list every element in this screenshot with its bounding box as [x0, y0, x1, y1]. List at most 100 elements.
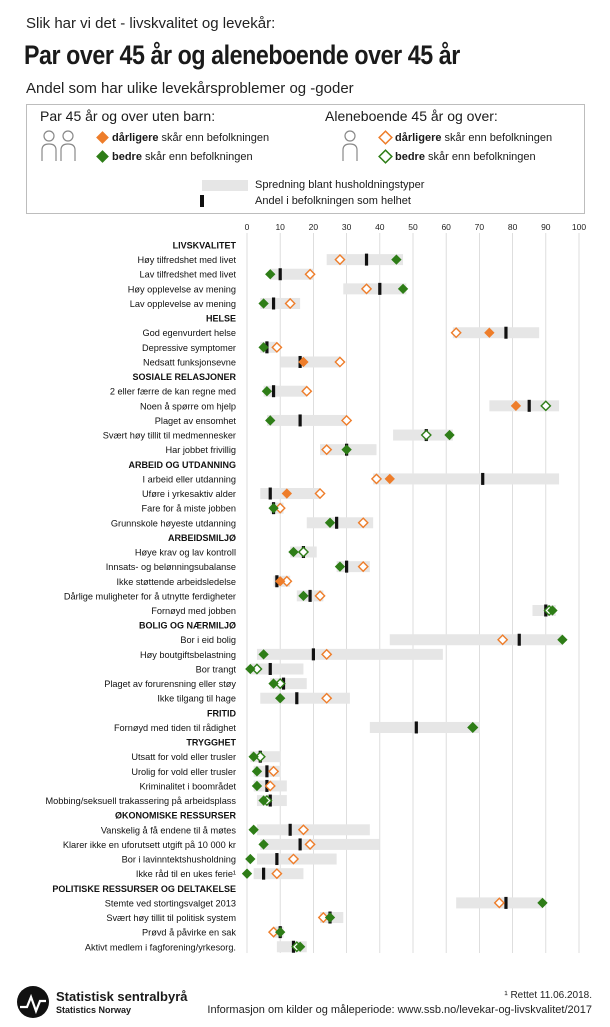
data-row: Lav tilfredshet med livet [139, 268, 316, 281]
ssb-logo: Statistisk sentralbyrå Statistics Norway [16, 985, 188, 1021]
x-tick-label: 90 [541, 222, 551, 232]
population-marker [504, 326, 508, 339]
chart-rows: LIVSKVALITET Høy tilfredshet med livet Lav… [46, 241, 568, 953]
section-label: TRYGGHET [186, 738, 236, 748]
section-row: HELSE [206, 314, 236, 324]
legend-diamond-worse-filled [96, 131, 109, 144]
legend-population-swatch [200, 195, 204, 207]
row-label: Plaget av ensomhet [155, 416, 237, 426]
data-row: Uføre i yrkesaktiv alder [142, 487, 326, 500]
legend-population-label: Andel i befolkningen som helhet [255, 195, 411, 207]
par-diamond [341, 444, 352, 455]
data-row: 2 eller færre de kan regne med [110, 385, 313, 398]
par-diamond [281, 488, 293, 499]
row-label: Fare for å miste jobben [142, 504, 236, 514]
page-title: Par over 45 år og aleneboende over 45 år [24, 40, 460, 70]
legend-par-worse: dårligere skår enn befolkningen [112, 132, 269, 144]
par-diamond [557, 634, 568, 645]
par-diamond [258, 795, 269, 806]
data-row: Stemte ved stortingsvalget 2013 [105, 896, 548, 909]
par-diamond [397, 283, 409, 295]
data-row: Har jobbet frivillig [166, 443, 377, 456]
data-row: Bor i eid bolig [180, 633, 568, 646]
section-label: ØKONOMISKE RESSURSER [115, 811, 237, 821]
section-row: ØKONOMISKE RESSURSER [115, 811, 237, 821]
row-label: I arbeid eller utdanning [143, 474, 236, 484]
section-label: SOSIALE RELASJONER [132, 372, 236, 382]
population-marker [311, 648, 315, 661]
x-tick-label: 40 [375, 222, 385, 232]
data-row: Bor i lavinntektshusholdning [122, 853, 337, 866]
x-tick-label: 10 [275, 222, 285, 232]
spread-bar [280, 356, 340, 368]
alene-diamond [450, 327, 462, 339]
row-label: Grunnskole høyeste utdanning [111, 518, 236, 528]
population-marker [517, 633, 521, 646]
par-diamond [334, 561, 346, 572]
data-row: Plaget av ensomhet [155, 414, 353, 427]
alene-diamond [287, 853, 300, 865]
data-row: Depressive symptomer [142, 341, 283, 354]
spread-bar [256, 648, 443, 660]
data-row: Fornøyd med jobben [151, 604, 558, 617]
x-tick-label: 30 [342, 222, 352, 232]
population-marker [414, 721, 418, 734]
row-label: Dårlige muligheter for å utnytte ferdigh… [64, 591, 236, 601]
par-diamond [251, 780, 263, 792]
legend-spread-swatch [202, 180, 248, 191]
par-diamond [484, 327, 495, 338]
x-tick-label: 70 [475, 222, 485, 232]
legend-alene-better-rest: skår enn befolkningen [424, 151, 536, 163]
alene-diamond [341, 414, 353, 427]
alene-diamond [314, 590, 326, 602]
section-label: HELSE [206, 314, 236, 324]
alene-diamond [334, 254, 346, 266]
par-diamond [258, 298, 269, 309]
row-label: Høye krav og lav kontroll [135, 548, 236, 558]
data-row: God egenvurdert helse [143, 326, 540, 339]
row-label: God egenvurdert helse [143, 328, 236, 338]
data-row: I arbeid eller utdanning [143, 472, 560, 485]
par-diamond [275, 576, 286, 587]
row-label: Klarer ikke en uforutsett utgift på 10 0… [63, 840, 236, 850]
legend-par-better: bedre skår enn befolkningen [112, 151, 253, 163]
row-label: Urolig for vold eller trusler [131, 767, 236, 777]
population-marker [345, 560, 349, 573]
row-label: Aktivt medlem i fagforening/yrkesorg. [85, 942, 236, 952]
row-label: Ikke tilgang til hage [157, 694, 236, 704]
row-label: Høy tilfredshet med livet [137, 255, 236, 265]
data-row: Grunnskole høyeste utdanning [111, 516, 374, 529]
row-label: Lav opplevelse av mening [130, 299, 236, 309]
alene-diamond [304, 268, 316, 280]
par-diamond [258, 342, 269, 353]
par-diamond [251, 766, 263, 777]
spread-bar [270, 268, 314, 280]
section-label: FRITID [207, 708, 236, 718]
row-label: Fornøyd med jobben [151, 606, 236, 616]
x-tick-label: 80 [508, 222, 518, 232]
row-label: Plaget av forurensning eller støy [104, 679, 236, 689]
spread-bar [373, 473, 560, 485]
row-label: Noen å spørre om hjelp [140, 401, 236, 411]
data-row: Utsatt for vold eller trusler [131, 750, 281, 763]
par-diamond [268, 502, 279, 514]
alene-diamond [301, 385, 313, 397]
par-diamond [248, 751, 259, 762]
section-label: LIVSKVALITET [173, 241, 237, 251]
par-diamond [288, 546, 299, 558]
data-row: Ikke støttende arbeidsledelse [116, 575, 293, 588]
logo-sub: Statistics Norway [56, 1005, 132, 1015]
spread-bar [266, 414, 347, 426]
par-diamond [241, 868, 253, 879]
par-diamond [268, 678, 279, 689]
row-label: Høy boutgiftsbelastning [140, 650, 236, 660]
legend-icons [41, 130, 393, 207]
data-row: Plaget av forurensning eller støy [104, 677, 307, 690]
legend-alene-worse-bold: dårligere [395, 132, 442, 144]
spread-bar [270, 678, 307, 690]
section-row: TRYGGHET [186, 738, 236, 748]
row-label: Ikke råd til en ukes ferie¹ [136, 869, 236, 879]
data-row: Svært høy tillit til medmennesker [103, 429, 455, 442]
data-row: Høye krav og lav kontroll [135, 546, 317, 559]
